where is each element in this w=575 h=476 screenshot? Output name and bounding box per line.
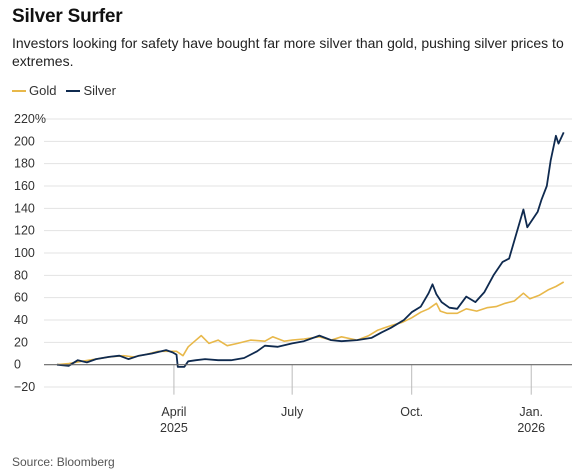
x-tick-label: Jan.: [519, 405, 543, 419]
legend-label-gold: Gold: [29, 83, 57, 98]
y-tick-label: 40: [14, 313, 28, 327]
y-tick-label: 20: [14, 335, 28, 349]
y-tick-label: 120: [14, 224, 35, 238]
legend-swatch-gold: [12, 89, 26, 92]
x-tick-sublabel: 2025: [160, 421, 188, 435]
x-tick-sublabel: 2026: [517, 421, 545, 435]
y-tick-label: 140: [14, 201, 35, 215]
y-tick-label: 0: [14, 358, 21, 372]
x-tick-label: April: [161, 405, 186, 419]
y-tick-label: 60: [14, 291, 28, 305]
x-tick-label: Oct.: [400, 405, 423, 419]
y-tick-label: 80: [14, 268, 28, 282]
y-tick-label: 100: [14, 246, 35, 260]
y-tick-label: 220%: [14, 112, 46, 126]
y-tick-label: 200: [14, 134, 35, 148]
y-tick-label: 160: [14, 179, 35, 193]
legend-label-silver: Silver: [83, 83, 116, 98]
source-note: Source: Bloomberg: [12, 455, 115, 469]
legend-item-gold: Gold: [12, 83, 56, 98]
line-chart: −20 0 20 40 60 80 100 120 140 160 180 200 220% April 2…: [14, 112, 572, 435]
series-line-gold: [56, 281, 565, 366]
legend-item-silver: Silver: [66, 83, 116, 98]
y-tick-label: 180: [14, 157, 35, 171]
chart-title: Silver Surfer: [12, 6, 123, 27]
y-tick-label: −20: [14, 380, 35, 394]
chart-legend: Gold Silver: [12, 83, 126, 98]
series-line-silver: [56, 132, 565, 368]
chart-subtitle: Investors looking for safety have bought…: [12, 35, 564, 69]
legend-swatch-silver: [66, 89, 81, 92]
x-tick-label: July: [281, 405, 304, 419]
